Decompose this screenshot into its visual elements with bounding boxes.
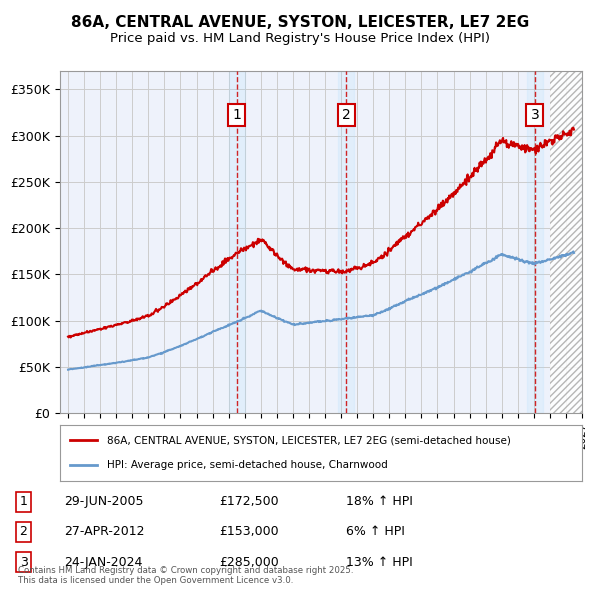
Text: 2: 2 [342, 109, 351, 122]
Text: 2: 2 [20, 526, 28, 539]
Bar [229, 71, 245, 413]
Text: 24-JAN-2024: 24-JAN-2024 [64, 556, 142, 569]
Text: 1: 1 [20, 496, 28, 509]
Text: 29-JUN-2005: 29-JUN-2005 [64, 496, 143, 509]
Text: £285,000: £285,000 [220, 556, 279, 569]
Text: 6% ↑ HPI: 6% ↑ HPI [346, 526, 405, 539]
Bar [527, 71, 543, 413]
Text: 27-APR-2012: 27-APR-2012 [64, 526, 145, 539]
Text: Price paid vs. HM Land Registry's House Price Index (HPI): Price paid vs. HM Land Registry's House … [110, 32, 490, 45]
Text: 86A, CENTRAL AVENUE, SYSTON, LEICESTER, LE7 2EG (semi-detached house): 86A, CENTRAL AVENUE, SYSTON, LEICESTER, … [107, 435, 511, 445]
Bar [550, 71, 582, 413]
Text: 1: 1 [232, 109, 241, 122]
Text: £172,500: £172,500 [220, 496, 279, 509]
Text: 3: 3 [20, 556, 28, 569]
Text: 13% ↑ HPI: 13% ↑ HPI [346, 556, 413, 569]
Bar [338, 71, 355, 413]
Text: 86A, CENTRAL AVENUE, SYSTON, LEICESTER, LE7 2EG: 86A, CENTRAL AVENUE, SYSTON, LEICESTER, … [71, 15, 529, 30]
Text: 18% ↑ HPI: 18% ↑ HPI [346, 496, 413, 509]
Text: 3: 3 [530, 109, 539, 122]
Text: Contains HM Land Registry data © Crown copyright and database right 2025.
This d: Contains HM Land Registry data © Crown c… [18, 566, 353, 585]
Text: HPI: Average price, semi-detached house, Charnwood: HPI: Average price, semi-detached house,… [107, 460, 388, 470]
Text: £153,000: £153,000 [220, 526, 279, 539]
